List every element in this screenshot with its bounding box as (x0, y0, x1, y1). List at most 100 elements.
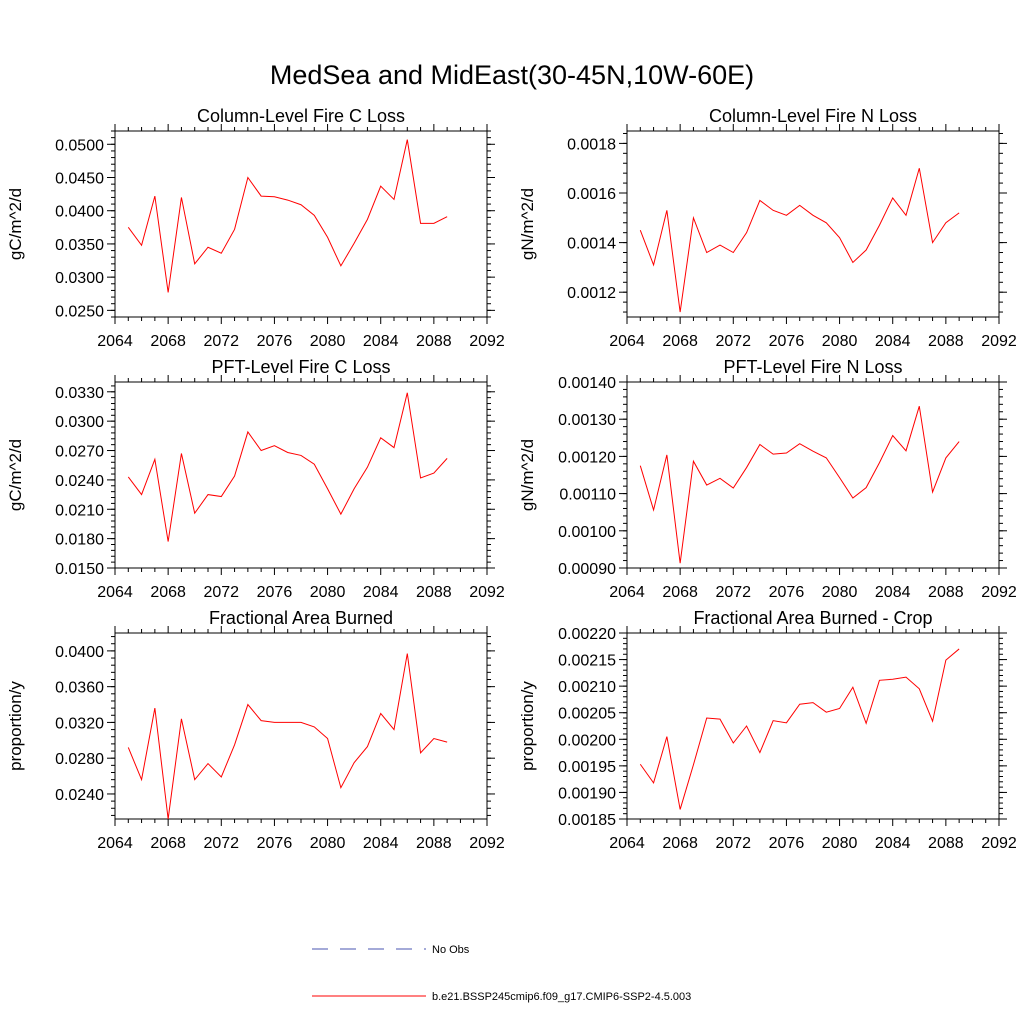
x-tick-label: 2068 (662, 333, 698, 350)
y-axis-label: gN/m^2/d (518, 188, 537, 260)
y-tick-label: 0.0240 (55, 473, 104, 490)
x-tick-label: 2092 (981, 584, 1017, 601)
x-tick-label: 2072 (715, 835, 751, 852)
y-tick-label: 0.00130 (558, 412, 616, 429)
y-tick-label: 0.00185 (558, 812, 616, 829)
x-tick-label: 2072 (715, 333, 751, 350)
y-tick-label: 0.00220 (558, 626, 616, 643)
x-tick-label: 2088 (928, 835, 964, 852)
y-tick-label: 0.0016 (567, 186, 616, 203)
y-tick-label: 0.0018 (567, 136, 616, 153)
y-tick-label: 0.00090 (558, 561, 616, 578)
panel-2: Column-Level Fire N Loss gN/m^2/d 2064 2068… (518, 106, 1017, 350)
x-tick-label: 2092 (981, 333, 1017, 350)
y-tick-label: 0.00100 (558, 524, 616, 541)
x-tick-label: 2092 (469, 584, 505, 601)
x-tick-label: 2088 (928, 584, 964, 601)
x-tick-label: 2092 (469, 835, 505, 852)
panel-title: Column-Level Fire N Loss (709, 106, 917, 126)
x-tick-label: 2076 (769, 835, 805, 852)
x-tick-label: 2088 (416, 835, 452, 852)
y-tick-label: 0.00190 (558, 785, 616, 802)
y-tick-label: 0.00215 (558, 653, 616, 670)
x-tick-label: 2080 (822, 835, 858, 852)
series-line (127, 653, 448, 820)
y-tick-label: 0.00200 (558, 732, 616, 749)
y-tick-label: 0.00205 (558, 706, 616, 723)
series-line (127, 392, 448, 542)
panel-6: Fractional Area Burned - Crop proportion/… (518, 608, 1017, 852)
y-tick-label: 0.0280 (55, 751, 104, 768)
x-tick-label: 2068 (150, 333, 186, 350)
y-tick-label: 0.0330 (55, 385, 104, 402)
panel-4: PFT-Level Fire N Loss gN/m^2/d 2064 2068 207… (518, 357, 1017, 601)
y-axis-label: proportion/y (6, 681, 25, 771)
legend-label-no-obs: No Obs (432, 944, 470, 956)
x-tick-label: 2084 (875, 333, 911, 350)
y-tick-label: 0.0450 (55, 171, 104, 188)
x-tick-label: 2088 (416, 584, 452, 601)
y-axis-label: gC/m^2/d (6, 188, 25, 260)
panel-5: Fractional Area Burned proportion/y 2064 20… (6, 608, 505, 852)
x-tick-label: 2088 (416, 333, 452, 350)
y-tick-label: 0.00210 (558, 679, 616, 696)
chart-panels: Column-Level Fire C Loss gC/m^2/d 2064 2068… (6, 106, 1017, 852)
x-tick-label: 2080 (310, 333, 346, 350)
series-line (639, 168, 960, 313)
series-line (127, 139, 448, 293)
x-tick-label: 2084 (363, 835, 399, 852)
x-tick-label: 2064 (609, 584, 645, 601)
x-tick-label: 2076 (257, 584, 293, 601)
y-tick-label: 0.00120 (558, 449, 616, 466)
panel-3: PFT-Level Fire C Loss gC/m^2/d 2064 2068 207… (6, 357, 505, 601)
x-tick-label: 2084 (875, 584, 911, 601)
x-tick-label: 2076 (769, 333, 805, 350)
y-tick-label: 0.00195 (558, 759, 616, 776)
figure-title: MedSea and MidEast(30-45N,10W-60E) (270, 60, 754, 90)
x-tick-label: 2064 (609, 333, 645, 350)
x-tick-label: 2064 (609, 835, 645, 852)
x-tick-label: 2092 (469, 333, 505, 350)
y-tick-label: 0.00110 (559, 487, 616, 504)
y-tick-label: 0.0400 (55, 204, 104, 221)
x-tick-label: 2068 (662, 584, 698, 601)
x-tick-label: 2064 (97, 584, 133, 601)
x-tick-label: 2076 (257, 835, 293, 852)
x-tick-label: 2064 (97, 333, 133, 350)
panel-title: Fractional Area Burned - Crop (693, 608, 932, 628)
y-tick-label: 0.0014 (567, 236, 616, 253)
y-tick-label: 0.0270 (55, 444, 104, 461)
panel-title: Fractional Area Burned (209, 608, 393, 628)
y-tick-label: 0.0250 (55, 303, 104, 320)
x-tick-label: 2080 (822, 333, 858, 350)
y-tick-label: 0.0500 (55, 137, 104, 154)
series-line (639, 406, 960, 564)
y-tick-label: 0.0150 (55, 561, 104, 578)
x-tick-label: 2080 (310, 835, 346, 852)
x-tick-label: 2072 (715, 584, 751, 601)
x-tick-label: 2092 (981, 835, 1017, 852)
y-tick-label: 0.0320 (55, 715, 104, 732)
series-line (639, 648, 960, 810)
y-axis-label: gC/m^2/d (6, 439, 25, 511)
x-tick-label: 2072 (203, 584, 239, 601)
y-tick-label: 0.0300 (55, 414, 104, 431)
x-tick-label: 2068 (662, 835, 698, 852)
x-tick-label: 2088 (928, 333, 964, 350)
x-tick-label: 2064 (97, 835, 133, 852)
y-tick-label: 0.0360 (55, 680, 104, 697)
y-tick-label: 0.0300 (55, 270, 104, 287)
x-tick-label: 2080 (310, 584, 346, 601)
x-tick-label: 2068 (150, 584, 186, 601)
x-tick-label: 2084 (363, 333, 399, 350)
x-tick-label: 2084 (875, 835, 911, 852)
panel-title: PFT-Level Fire C Loss (211, 357, 390, 377)
panel-1: Column-Level Fire C Loss gC/m^2/d 2064 2068… (6, 106, 505, 350)
x-tick-label: 2076 (769, 584, 805, 601)
panel-title: Column-Level Fire C Loss (197, 106, 405, 126)
x-tick-label: 2072 (203, 835, 239, 852)
y-tick-label: 0.0240 (55, 787, 104, 804)
legend-label-series: b.e21.BSSP245cmip6.f09_g17.CMIP6-SSP2-4.… (432, 991, 691, 1003)
